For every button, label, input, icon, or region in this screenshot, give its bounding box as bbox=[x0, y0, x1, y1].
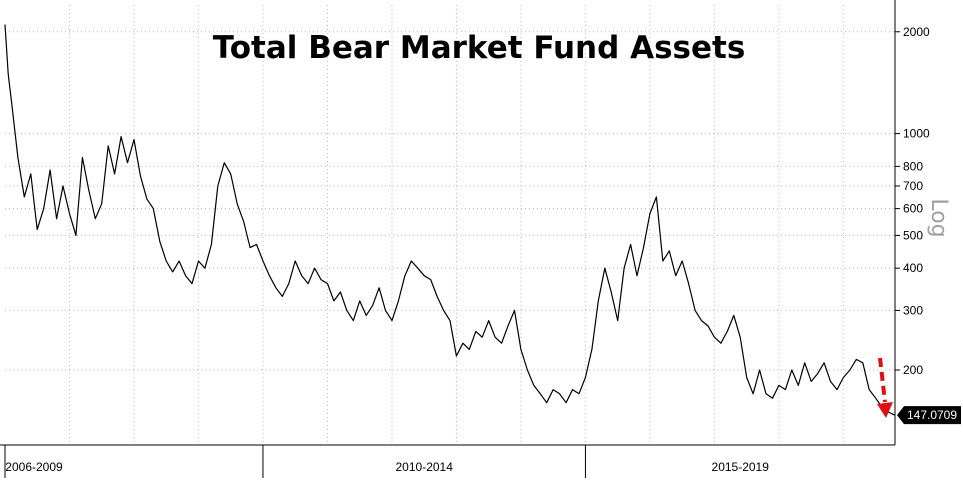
y-tick-label: 2000 bbox=[903, 25, 930, 39]
plot-area bbox=[4, 24, 896, 416]
y-tick-label: 200 bbox=[903, 363, 923, 377]
arrow-shaft bbox=[878, 357, 887, 403]
y-axis-ticks: 200 300 400 500 600 700 800 1000 2000 bbox=[903, 25, 930, 377]
y-tick-label: 500 bbox=[903, 228, 923, 242]
scale-label: Log bbox=[926, 198, 951, 237]
callout-box bbox=[904, 406, 961, 425]
x-period-label: 2006-2009 bbox=[5, 460, 63, 474]
arrow-head bbox=[877, 402, 893, 418]
y-tick-label: 1000 bbox=[903, 127, 930, 141]
y-tick-label: 800 bbox=[903, 159, 923, 173]
callout-pointer bbox=[897, 406, 904, 425]
x-period-label: 2015-2019 bbox=[712, 460, 770, 474]
last-value-label: 147.0709 bbox=[907, 408, 957, 422]
x-period-label: 2010-2014 bbox=[396, 460, 454, 474]
last-value-callout: 147.0709 bbox=[897, 406, 961, 425]
y-tick-label: 400 bbox=[903, 261, 923, 275]
y-tick-label: 300 bbox=[903, 303, 923, 317]
y-tick-label: 700 bbox=[903, 179, 923, 193]
x-axis-periods: 2006-2009 2010-2014 2015-2019 bbox=[5, 460, 769, 474]
series-line bbox=[4, 24, 896, 416]
grid bbox=[5, 5, 895, 445]
down-arrow-annotation bbox=[877, 357, 893, 418]
axes bbox=[0, 0, 900, 478]
chart-title: Total Bear Market Fund Assets bbox=[213, 30, 746, 66]
y-tick-label: 600 bbox=[903, 202, 923, 216]
